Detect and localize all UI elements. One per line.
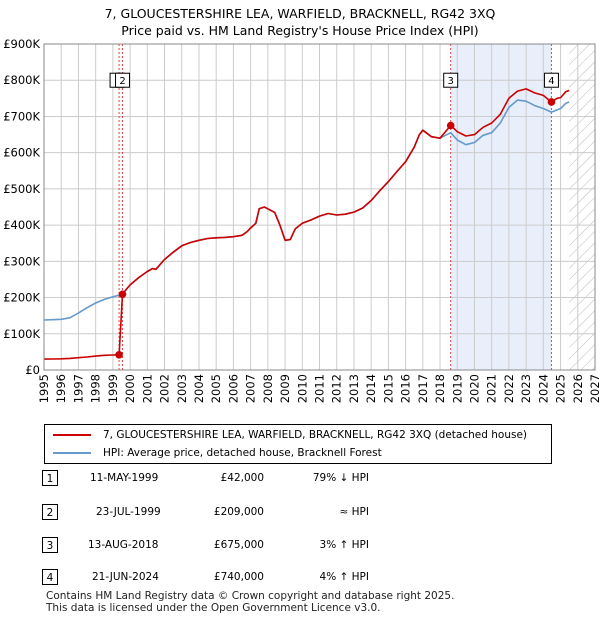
table-row: 3 13-AUG-2018 £675,000 3% ↑ HPI	[0, 533, 600, 555]
plot-frame	[43, 43, 596, 371]
x-tick-label: 2022	[502, 374, 516, 403]
y-tick-label: £200K	[3, 291, 40, 305]
sale-point	[118, 290, 127, 299]
x-tick-label: 2019	[450, 374, 464, 403]
sale-date: 21-JUN-2024	[92, 571, 159, 583]
sale-label-number: 2	[119, 76, 125, 87]
y-tick-label: £0	[25, 363, 40, 377]
sale-number-badge: 1	[42, 470, 58, 486]
sale-label-box	[115, 72, 131, 88]
x-tick-label: 1998	[89, 374, 103, 403]
x-tick-label: 2000	[123, 374, 137, 403]
x-tick-label: 1996	[54, 374, 68, 403]
x-tick-label: 2012	[330, 374, 344, 403]
price-line-swatch	[53, 434, 91, 436]
x-tick-label: 2001	[140, 374, 154, 403]
shaded-period	[450, 44, 552, 370]
sale-point	[115, 350, 123, 359]
x-tick-label: 1995	[37, 374, 51, 403]
x-tick-label: 2027	[588, 374, 600, 403]
x-tick-label: 2015	[381, 374, 395, 403]
x-tick-label: 2016	[399, 374, 413, 403]
x-tick-label: 2017	[416, 374, 430, 403]
hpi-line-swatch	[53, 452, 91, 454]
x-tick-label: 2004	[192, 374, 206, 403]
x-tick-label: 2021	[485, 374, 499, 403]
sale-point	[446, 121, 455, 130]
x-tick-label: 2026	[571, 374, 585, 403]
sale-number-badge: 2	[42, 504, 58, 520]
y-tick-label: £400K	[3, 218, 40, 232]
y-tick-label: £300K	[3, 254, 40, 268]
sale-hpi-diff: 4% ↑ HPI	[319, 571, 369, 583]
sale-label-number: 3	[448, 76, 454, 87]
sale-point	[547, 98, 556, 106]
x-tick-label: 2003	[175, 374, 189, 403]
table-row: 1 11-MAY-1999 £42,000 79% ↓ HPI	[0, 466, 600, 488]
footer-licence: This data is licensed under the Open Gov…	[46, 602, 381, 614]
x-tick-label: 2014	[364, 374, 378, 403]
sale-label-box	[543, 72, 559, 88]
sales-table: 1 11-MAY-1999 £42,000 79% ↓ HPI 2 23-JUL…	[0, 466, 600, 590]
sale-hpi-diff: 3% ↑ HPI	[319, 539, 369, 551]
x-tick-label: 2002	[158, 374, 172, 403]
x-tick-label: 2024	[536, 374, 550, 403]
sale-price: £740,000	[213, 571, 264, 583]
y-tick-label: £100K	[3, 327, 40, 341]
y-tick-label: £900K	[3, 37, 40, 51]
x-tick-label: 2006	[226, 374, 240, 403]
x-tick-label: 1997	[71, 374, 85, 403]
legend-price-label: 7, GLOUCESTERSHIRE LEA, WARFIELD, BRACKN…	[103, 429, 528, 441]
y-tick-label: £700K	[3, 109, 40, 123]
x-tick-label: 2007	[244, 374, 258, 403]
x-tick-label: 2008	[261, 374, 275, 403]
y-tick-label: £500K	[3, 182, 40, 196]
sale-price: £42,000	[220, 472, 264, 484]
sale-label-number: 4	[548, 76, 554, 87]
legend-hpi-label: HPI: Average price, detached house, Brac…	[103, 447, 382, 459]
chart-subtitle: Price paid vs. HM Land Registry's House …	[121, 23, 479, 38]
sale-number-badge: 3	[42, 537, 58, 553]
sale-label-box	[443, 72, 459, 88]
sale-price: £209,000	[213, 506, 264, 518]
x-tick-label: 2018	[433, 374, 447, 403]
table-row: 4 21-JUN-2024 £740,000 4% ↑ HPI	[0, 565, 600, 587]
x-tick-label: 2013	[347, 374, 361, 403]
sale-date: 23-JUL-1999	[96, 506, 161, 518]
x-tick-label: 1999	[106, 374, 120, 403]
chart-legend: 7, GLOUCESTERSHIRE LEA, WARFIELD, BRACKN…	[44, 424, 552, 464]
sale-hpi-diff: ≈ HPI	[339, 506, 369, 518]
sale-date: 13-AUG-2018	[88, 539, 159, 551]
sale-number-badge: 4	[42, 569, 58, 585]
table-row: 2 23-JUL-1999 £209,000 ≈ HPI	[0, 500, 600, 522]
future-hatch-region	[569, 44, 595, 370]
sale-hpi-diff: 79% ↓ HPI	[312, 472, 369, 484]
footer-copyright: Contains HM Land Registry data © Crown c…	[46, 590, 455, 602]
sale-date: 11-MAY-1999	[90, 472, 159, 484]
price-chart: 2 3 4 £0 £100K £200K £300K £400K £500K £600K £700…	[3, 37, 600, 403]
y-tick-label: £800K	[3, 73, 40, 87]
x-tick-label: 2020	[467, 374, 481, 403]
legend-item-price: 7, GLOUCESTERSHIRE LEA, WARFIELD, BRACKN…	[45, 426, 527, 444]
x-tick-label: 2005	[209, 374, 223, 403]
x-tick-label: 2025	[554, 374, 568, 403]
x-tick-label: 2011	[313, 374, 327, 403]
chart-title: 7, GLOUCESTERSHIRE LEA, WARFIELD, BRACKN…	[104, 6, 496, 21]
y-tick-label: £600K	[3, 146, 40, 160]
sale-price: £675,000	[213, 539, 264, 551]
x-tick-label: 2010	[295, 374, 309, 403]
x-tick-label: 2023	[519, 374, 533, 403]
price-paid-line	[43, 88, 570, 360]
x-tick-label: 2009	[278, 374, 292, 403]
legend-item-hpi: HPI: Average price, detached house, Brac…	[45, 444, 382, 462]
